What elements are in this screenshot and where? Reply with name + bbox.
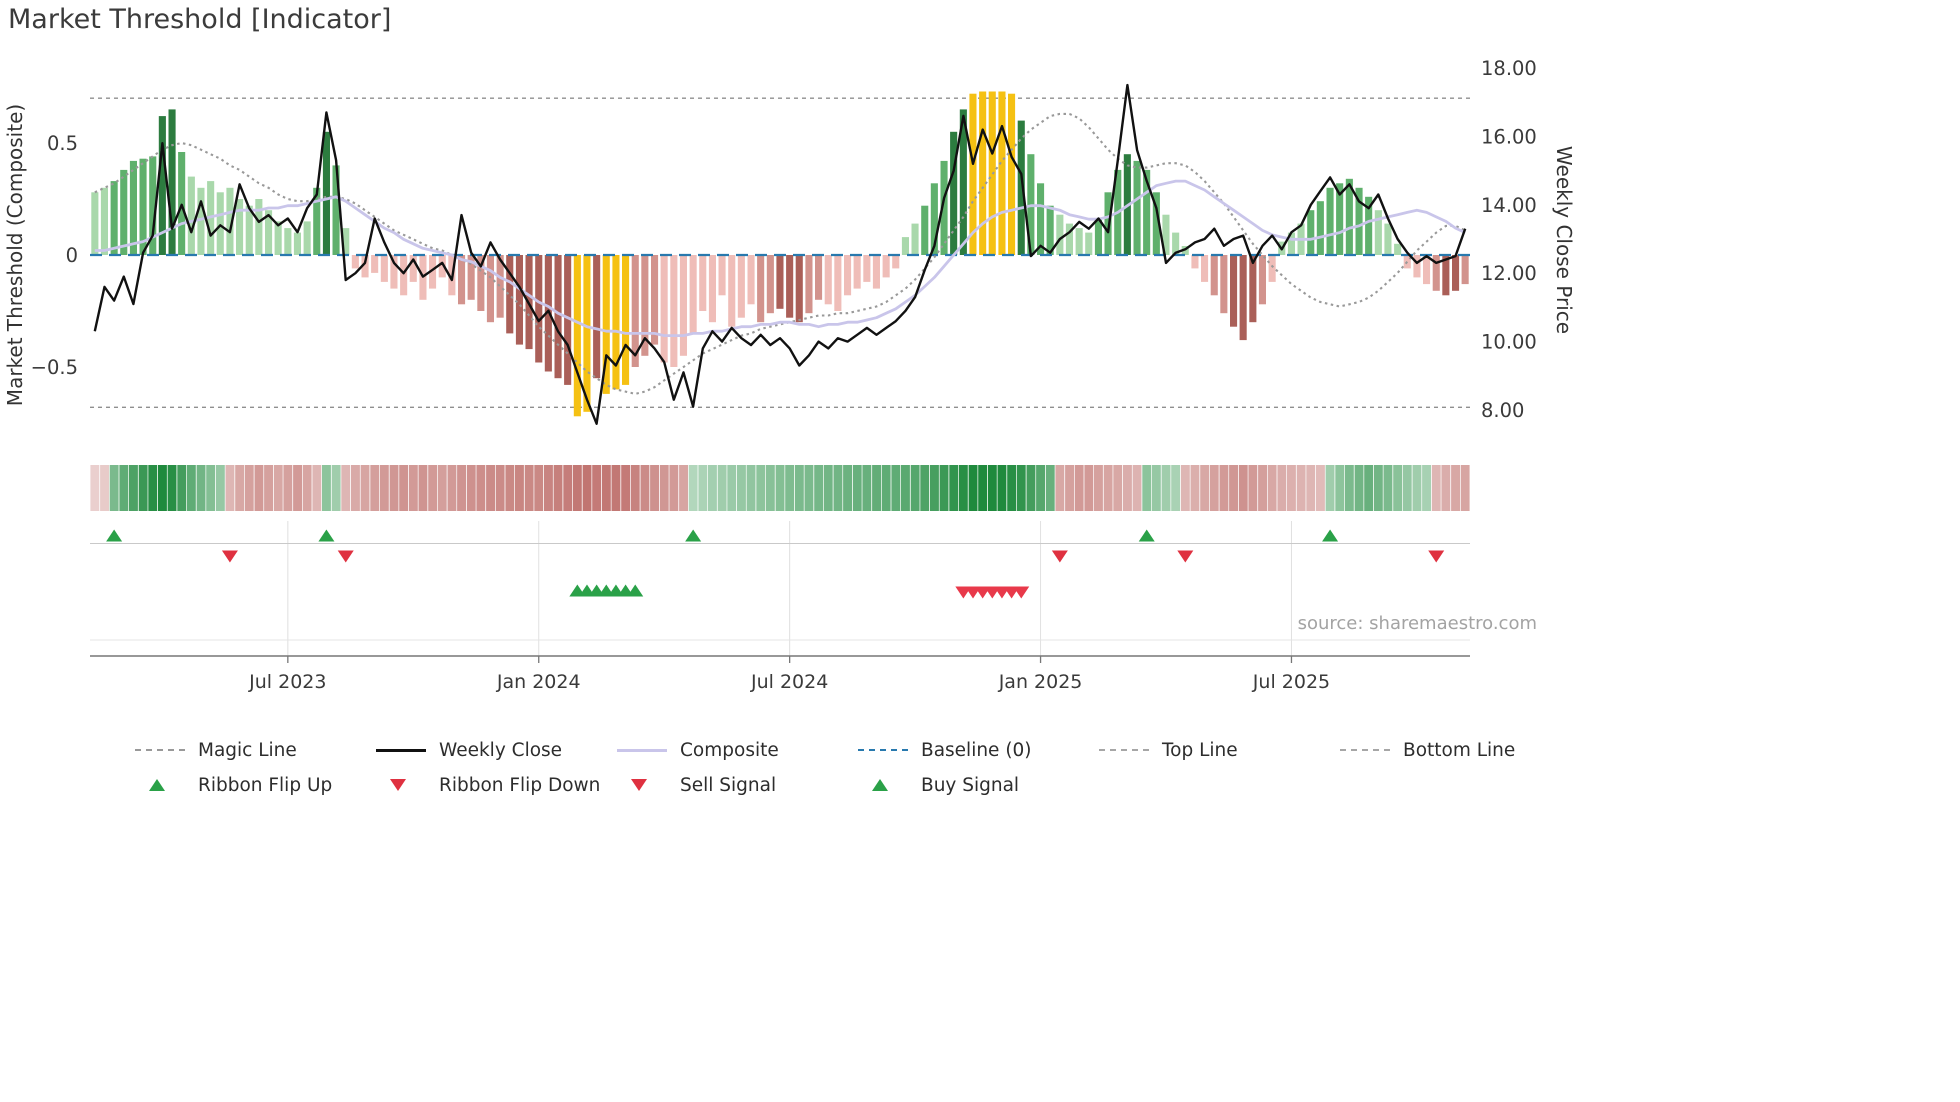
legend-label: Ribbon Flip Down: [439, 774, 601, 796]
magic-line-marker-icon: [135, 749, 185, 751]
legend-label: Bottom Line: [1403, 739, 1516, 761]
sell-signal-triangle-icon: [617, 779, 667, 791]
legend-label: Sell Signal: [680, 774, 777, 796]
svg-text:16.00: 16.00: [1481, 125, 1537, 148]
legend-item-sell-signal: Sell Signal: [617, 772, 858, 798]
legend-item-ribbon-flip-down: Ribbon Flip Down: [376, 772, 617, 798]
baseline-marker-icon: [858, 749, 908, 751]
source-credit: source: sharemaestro.com: [1297, 613, 1537, 634]
legend-item-baseline: Baseline (0): [858, 737, 1099, 763]
svg-text:0: 0: [66, 244, 78, 267]
svg-text:18.00: 18.00: [1481, 57, 1537, 80]
legend-label: Top Line: [1162, 739, 1238, 761]
svg-text:Jul 2023: Jul 2023: [248, 671, 326, 693]
axes-layer: Jul 2023 Jan 2024 Jul 2024 Jan 2025 Jul 2025…: [3, 57, 1576, 693]
legend-item-bottom-line: Bottom Line: [1340, 737, 1581, 763]
composite-marker-icon: [617, 748, 667, 752]
legend-label: Composite: [680, 739, 779, 761]
legend-label: Ribbon Flip Up: [198, 774, 333, 796]
svg-text:12.00: 12.00: [1481, 262, 1537, 285]
legend-item-weekly-close: Weekly Close: [376, 737, 617, 763]
svg-text:8.00: 8.00: [1481, 399, 1524, 422]
bottom-line-marker-icon: [1340, 749, 1390, 751]
svg-text:Jan 2025: Jan 2025: [998, 671, 1083, 693]
legend-item-ribbon-flip-up: Ribbon Flip Up: [135, 772, 376, 798]
svg-text:Jul 2024: Jul 2024: [750, 671, 828, 693]
svg-text:Jan 2024: Jan 2024: [496, 671, 581, 693]
buy-signal-triangle-icon: [858, 779, 908, 791]
legend-item-composite: Composite: [617, 737, 858, 763]
svg-text:Weekly Close Price: Weekly Close Price: [1552, 146, 1576, 334]
legend-label: Magic Line: [198, 739, 297, 761]
legend-label: Buy Signal: [921, 774, 1020, 796]
legend-label: Baseline (0): [921, 739, 1032, 761]
weekly-close-marker-icon: [376, 748, 426, 752]
ribbon-strip-layer: [90, 465, 1470, 511]
svg-text:Market Threshold (Composite): Market Threshold (Composite): [3, 104, 27, 406]
legend-item-top-line: Top Line: [1099, 737, 1340, 763]
chart-legend: Magic Line Weekly Close Composite Baseli…: [135, 737, 1581, 798]
legend-item-buy-signal: Buy Signal: [858, 772, 1099, 798]
svg-text:Jul 2025: Jul 2025: [1252, 671, 1330, 693]
legend-item-magic-line: Magic Line: [135, 737, 376, 763]
svg-text:0.5: 0.5: [47, 132, 78, 155]
svg-text:14.00: 14.00: [1481, 194, 1537, 217]
ribbon-flip-up-triangle-icon: [135, 779, 185, 791]
legend-label: Weekly Close: [439, 739, 563, 761]
chart-title: Market Threshold [Indicator]: [8, 4, 392, 35]
svg-text:10.00: 10.00: [1481, 331, 1537, 354]
top-line-marker-icon: [1099, 749, 1149, 751]
reference-lines-layer: [90, 97, 1470, 409]
series-lines-layer: [90, 83, 1470, 425]
signal-markers-layer: [106, 529, 1445, 599]
ribbon-flip-down-triangle-icon: [376, 779, 426, 791]
svg-text:−0.5: −0.5: [31, 356, 78, 379]
